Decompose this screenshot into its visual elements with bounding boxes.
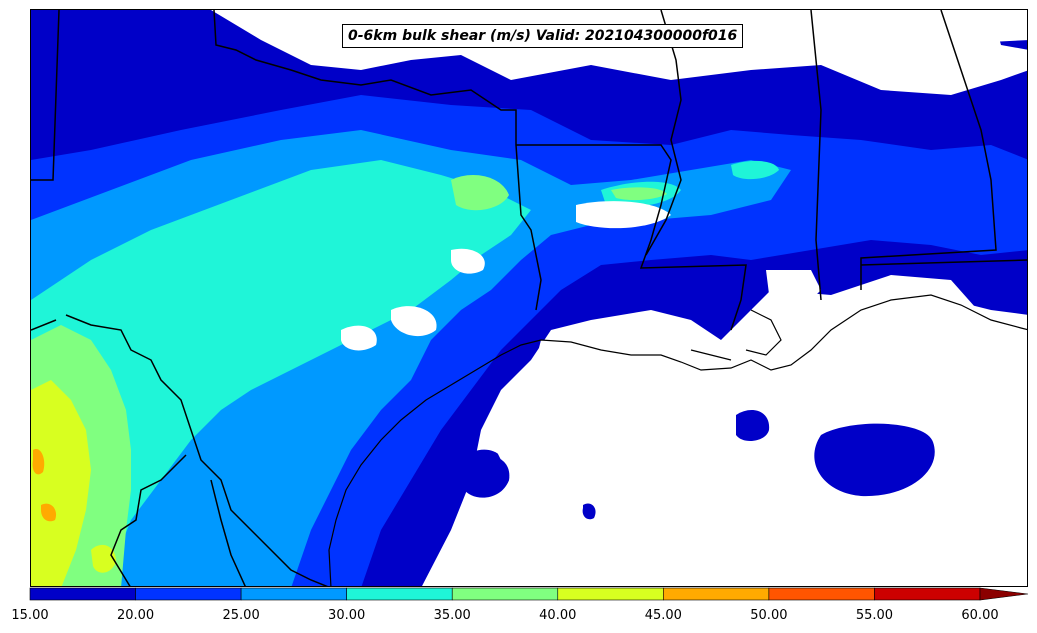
shear-contour-40-45 — [31, 380, 116, 586]
colorbar-swatch — [451, 587, 559, 601]
coastline — [328, 294, 1027, 586]
colorbar-swatch — [346, 587, 453, 601]
colorbar-tick-labels: 15.00 20.00 25.00 30.00 35.00 40.00 45.00 50.00… — [0, 608, 1037, 628]
colorbar-swatch — [663, 587, 770, 601]
gulf-of-mexico — [461, 300, 1027, 586]
colorbar-tick-label: 25.00 — [222, 608, 260, 623]
colorbar-tick-label: 45.00 — [644, 608, 682, 623]
colorbar-tick-label: 30.00 — [328, 608, 366, 623]
colorbar-tick-label: 35.00 — [433, 608, 471, 623]
colorbar-swatch — [874, 587, 981, 601]
colorbar-tick-label: 55.00 — [855, 608, 894, 623]
shear-contour-45-50 — [32, 449, 57, 522]
colorbar-tick-label: 15.00 — [11, 608, 49, 623]
colorbar-swatch — [135, 587, 242, 601]
state-borders — [31, 10, 1027, 586]
shear-field-map — [31, 10, 1027, 586]
colorbar — [29, 587, 1030, 602]
map-panel: 0-6km bulk shear (m/s) Valid: 2021043000… — [30, 9, 1028, 587]
colorbar-tick-label: 40.00 — [539, 608, 577, 623]
colorbar-tick-label: 60.00 — [961, 608, 999, 623]
offshore-shear-blobs — [461, 410, 935, 520]
colorbar-extend-arrow — [979, 587, 1029, 601]
colorbar-tick-label: 20.00 — [116, 608, 155, 623]
shear-below-threshold — [341, 10, 1027, 351]
colorbar-swatch — [768, 587, 875, 601]
map-title: 0-6km bulk shear (m/s) Valid: 2021043000… — [342, 24, 744, 48]
colorbar-swatch — [240, 587, 347, 601]
colorbar-swatch — [557, 587, 664, 601]
colorbar-tick-label: 50.00 — [750, 608, 788, 623]
colorbar-swatch — [29, 587, 136, 601]
colorbar-swatches — [29, 587, 1029, 601]
